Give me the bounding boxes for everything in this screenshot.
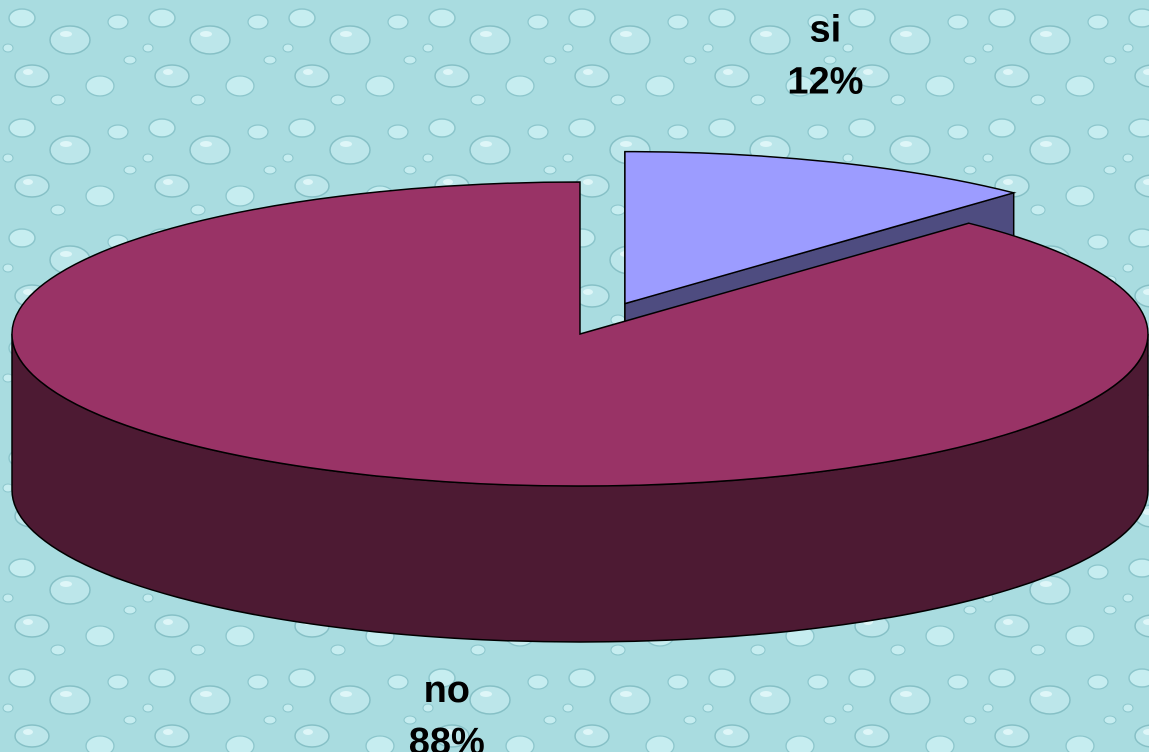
slice-label-no: no [424,669,470,711]
slice-value-si: 12% [787,61,863,103]
pie-slice-no [11,181,1149,643]
pie-slices [11,150,1149,643]
pie-slice-top-no [11,181,1149,487]
pie-labels: si 12% no 88% [409,9,864,752]
slice-label-si: si [810,9,842,51]
slice-value-no: 88% [409,721,485,752]
pie-slice-top-si [624,150,1017,305]
